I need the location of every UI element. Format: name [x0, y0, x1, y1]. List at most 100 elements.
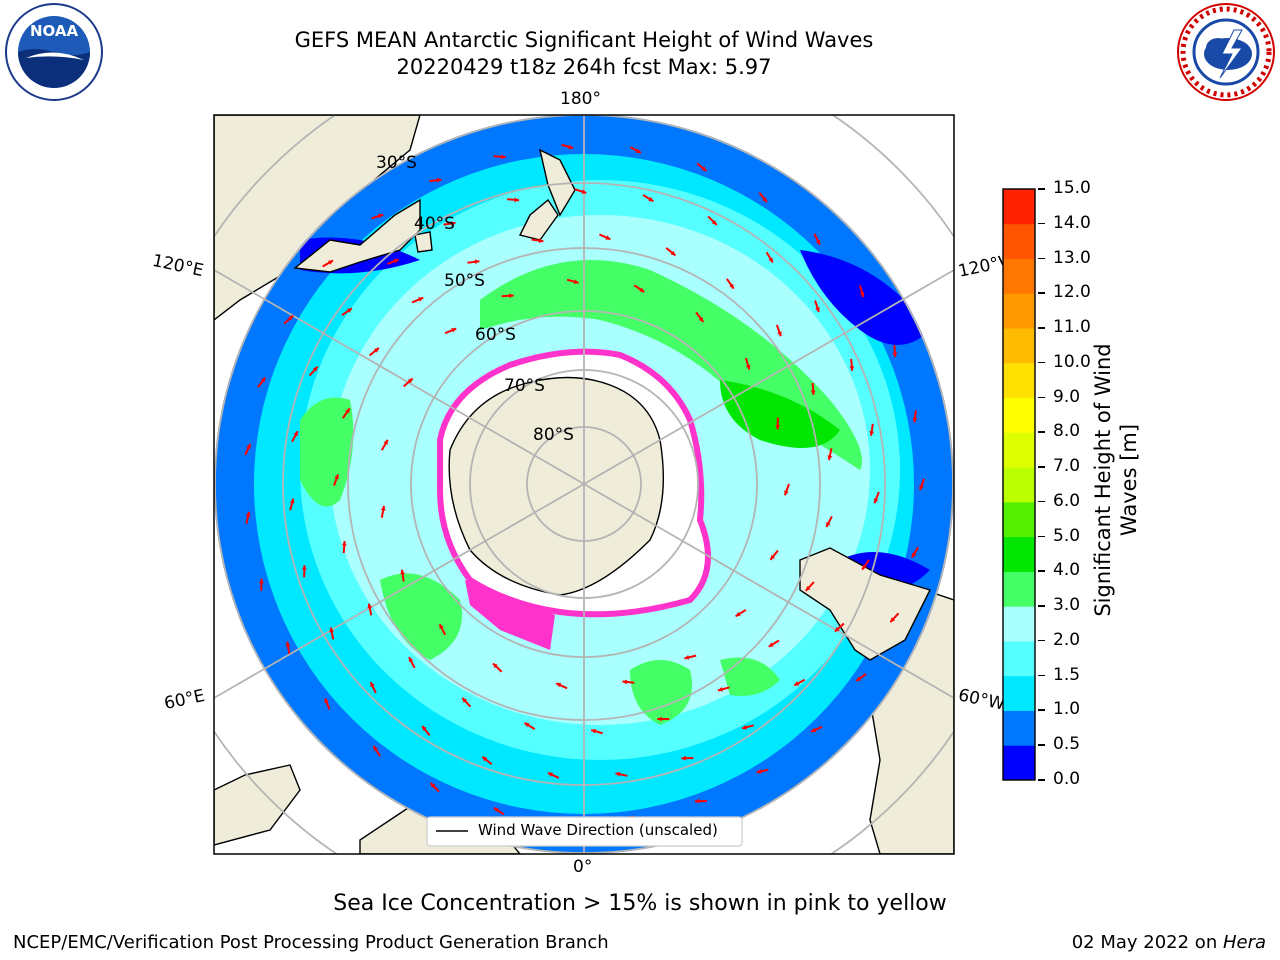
wind-wave-arrowhead — [462, 697, 468, 703]
wind-wave-arrowhead — [648, 196, 654, 202]
wind-wave-arrowhead — [768, 642, 774, 647]
graticule — [214, 115, 954, 854]
map-title: GEFS MEAN Antarctic Significant Height o… — [294, 28, 874, 52]
colorbar-tick-mark — [1038, 396, 1045, 399]
wind-wave-arrowhead — [729, 283, 734, 289]
wind-wave-arrowhead — [383, 439, 388, 445]
wind-wave-arrowhead — [794, 681, 800, 686]
wind-wave-arrowhead — [775, 425, 781, 430]
colorbar-segment — [1003, 223, 1035, 260]
wind-wave-arrowhead — [745, 364, 751, 370]
wind-wave-arrowhead — [815, 239, 821, 245]
wind-wave-arrowhead — [329, 627, 335, 633]
wind-wave-arrowhead — [581, 189, 587, 194]
wind-wave-arrowhead — [538, 238, 544, 243]
wind-wave-arrowhead — [694, 798, 700, 804]
colorbar-tick-label: 1.5 — [1053, 664, 1081, 685]
colorbar-segment — [1003, 640, 1035, 677]
colorbar-tick-label: 10.0 — [1053, 351, 1091, 372]
wind-wave-arrowhead — [681, 755, 686, 761]
wind-wave-arrowhead — [742, 725, 747, 730]
colorbar-tick-label: 6.0 — [1053, 490, 1081, 511]
wind-wave-arrowhead — [474, 259, 480, 265]
wind-wave-arrowhead — [605, 235, 611, 240]
latitude-label-80s: 80°S — [533, 425, 574, 445]
map-frame — [213, 114, 955, 855]
colorbar-tick-mark — [1038, 674, 1045, 677]
wind-wave-arrowhead — [514, 197, 520, 203]
map-area — [214, 115, 954, 854]
wind-wave-arrowhead — [859, 292, 865, 298]
wind-wave-arrowhead — [670, 250, 676, 256]
wind-wave-arrowhead — [768, 257, 773, 263]
wind-wave-arrowhead — [393, 258, 399, 264]
colorbar-tick-mark — [1038, 431, 1045, 433]
wind-wave-arrowhead — [762, 197, 767, 203]
wind-wave-arrowhead — [698, 317, 704, 322]
wind-wave-arrowhead — [450, 221, 456, 226]
wind-wave-arrowhead — [509, 293, 514, 299]
wind-wave-arrowhead — [810, 390, 816, 395]
wind-wave-arrowhead — [324, 698, 329, 704]
colorbar-tick-mark — [1038, 257, 1045, 260]
colorbar-tick-mark — [1038, 779, 1045, 781]
sea-ice-caption: Sea Ice Concentration > 15% is shown in … — [333, 891, 947, 916]
colorbar-segment — [1003, 467, 1035, 503]
colorbar-segment — [1003, 362, 1035, 399]
wind-wave-arrowhead — [869, 431, 875, 436]
colorbar-segment — [1003, 571, 1035, 607]
colorbar-segment — [1003, 501, 1035, 538]
wind-wave-arrowhead — [289, 498, 295, 504]
wind-wave-arrowhead — [378, 213, 384, 219]
antarctica-group — [437, 348, 711, 650]
footer-credit: NCEP/EMC/Verification Post Processing Pr… — [13, 932, 609, 953]
wind-wave-arrowhead — [912, 417, 918, 423]
wind-wave-arrowhead — [635, 148, 641, 153]
wind-wave-arrowhead — [259, 578, 264, 584]
wind-wave-arrowhead — [826, 522, 831, 528]
colorbar-segment — [1003, 258, 1035, 294]
colorbar-tick-mark — [1038, 709, 1045, 711]
colorbar-label: Significant Height of Wind Waves [m] — [1090, 330, 1142, 630]
wind-wave-arrowhead — [717, 687, 723, 692]
wind-wave-arrowhead — [380, 505, 386, 511]
colorbar-segment — [1003, 189, 1035, 225]
colorbar-segment — [1003, 293, 1035, 329]
latitude-label-70s: 70°S — [504, 376, 545, 396]
colorbar-segment — [1003, 606, 1035, 642]
wind-wave-arrowhead — [919, 485, 924, 491]
wind-wave-arrowhead — [849, 366, 855, 371]
colorbar-tick-label: 15.0 — [1053, 178, 1091, 198]
australia-south-coast — [293, 198, 421, 273]
colorbar-tick-label: 2.0 — [1053, 629, 1081, 650]
colorbar-tick-label: 11.0 — [1053, 317, 1091, 338]
wind-wave-arrowhead — [573, 279, 579, 285]
colorbar-tick-mark — [1038, 222, 1045, 225]
wind-wave-arrowhead — [568, 144, 574, 150]
map-subtitle: 20220429 t18z 264h fcst Max: 5.97 — [396, 55, 772, 79]
colorbar-label-line1: Significant Height of Wind — [1091, 343, 1115, 617]
new-zealand-north — [538, 148, 576, 217]
longitude-label-180: 180° — [560, 89, 601, 109]
wind-wave-arrowhead — [547, 772, 553, 777]
wind-wave-arrowhead — [856, 676, 862, 681]
wind-wave-arrowhead — [439, 624, 444, 630]
colorbar-segment — [1003, 328, 1035, 364]
wind-wave-arrowhead — [524, 722, 530, 728]
wind-wave-arrowhead — [911, 552, 917, 558]
wind-wave-arrowhead — [407, 378, 413, 384]
colorbar-segment — [1003, 397, 1035, 433]
colorbar-segments — [1003, 189, 1035, 781]
colorbar-tick-mark — [1038, 605, 1045, 607]
wind-wave-arrowhead — [246, 443, 251, 449]
colorbar-tick-mark — [1038, 744, 1045, 746]
wind-wave-arrowhead — [492, 663, 498, 669]
wind-wave-arrowhead — [373, 745, 378, 751]
nws-logo — [1176, 2, 1276, 102]
colorbar-tick-mark — [1038, 466, 1045, 468]
noaa-logo: NOAA — [4, 2, 104, 102]
wind-wave-arrowhead — [827, 455, 833, 461]
wind-wave-arrowhead — [892, 352, 898, 358]
latitude-label-50s: 50°S — [444, 271, 485, 291]
wind-wave-arrowhead — [245, 511, 251, 517]
